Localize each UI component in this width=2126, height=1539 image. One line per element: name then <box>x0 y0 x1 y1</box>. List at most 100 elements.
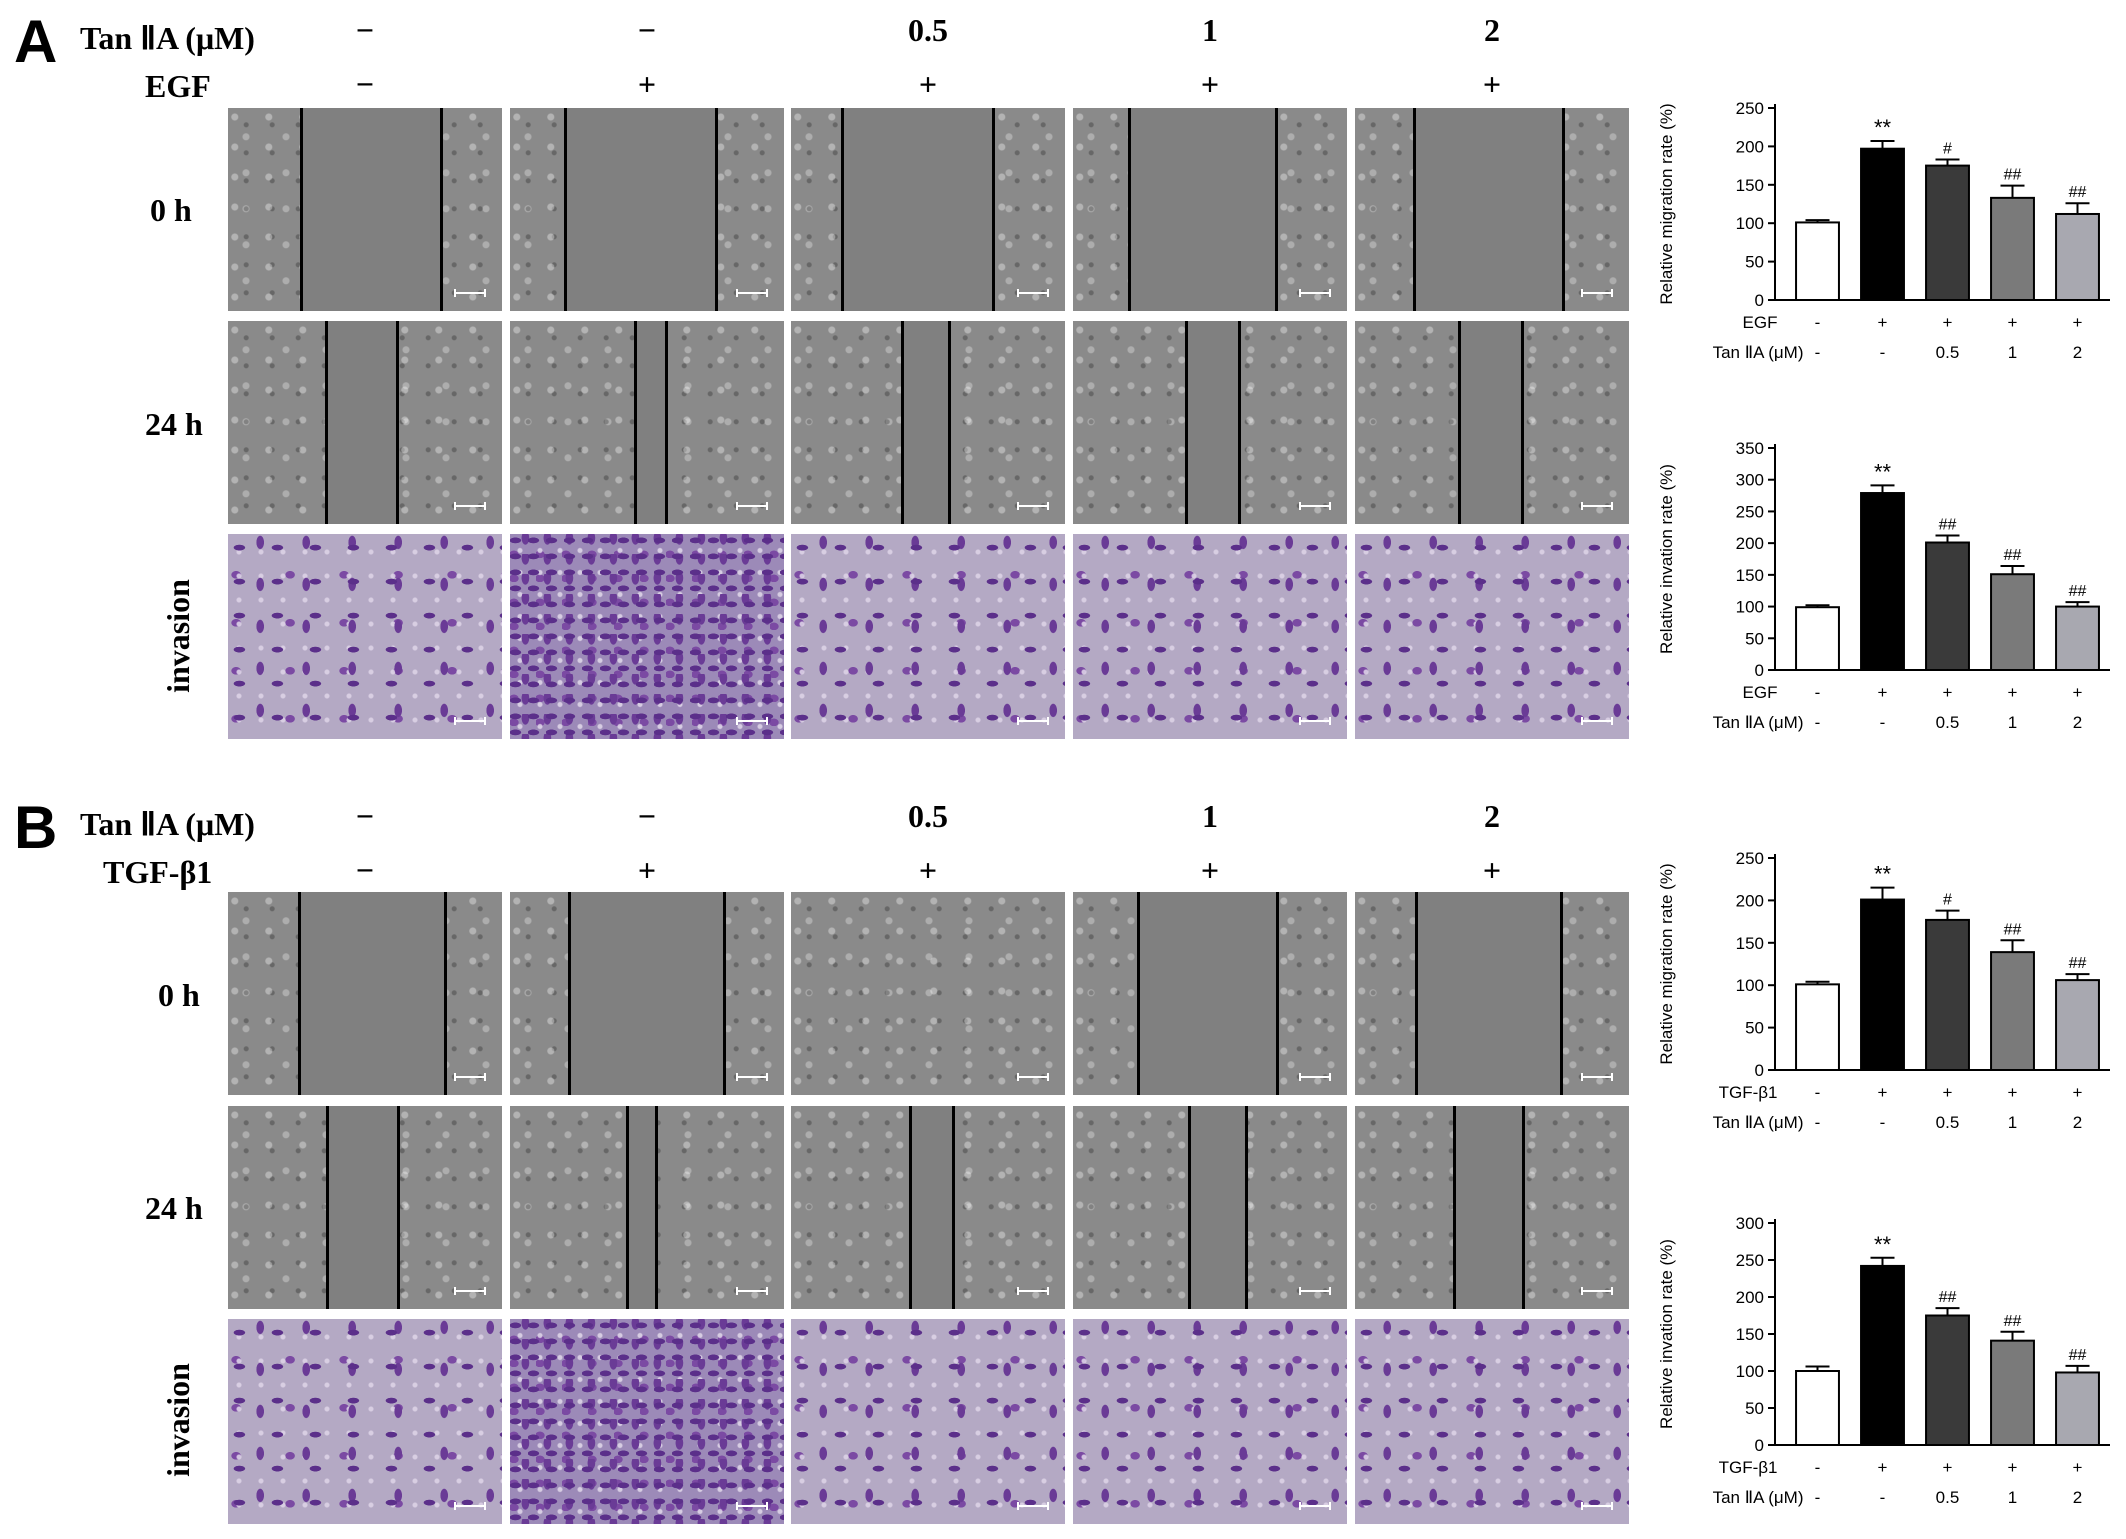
row2-value: 0.5 <box>1936 343 1960 362</box>
row2-label: Tan ⅡA (μM) <box>1713 1113 1804 1132</box>
panel-a-tan-value: 2 <box>1484 12 1500 48</box>
micrograph-a-0h-2 <box>510 108 784 311</box>
y-tick-label: 50 <box>1745 629 1764 648</box>
row2-label: Tan ⅡA (μM) <box>1713 1488 1804 1507</box>
panel-a-egf-label: EGF <box>145 68 211 104</box>
row1-value: + <box>1878 1458 1888 1477</box>
micrograph-a-24h-5 <box>1355 321 1629 524</box>
row1-value: + <box>1878 1083 1888 1102</box>
significance-label: # <box>1943 892 1952 909</box>
micrograph-a-0h-5 <box>1355 108 1629 311</box>
panel-a-row-label-invasion: invasion <box>160 579 196 693</box>
row1-value: + <box>1943 1458 1953 1477</box>
y-tick-label: 100 <box>1736 1362 1764 1381</box>
micrograph-b-24h-5 <box>1355 1106 1629 1309</box>
row1-value: + <box>2073 313 2083 332</box>
significance-label: ## <box>2004 547 2022 564</box>
panel-a-tan-value: − <box>355 12 375 48</box>
row1-value: + <box>1878 313 1888 332</box>
micrograph-b-24h-3 <box>791 1106 1065 1309</box>
panel-a-egf-value: − <box>355 66 375 102</box>
panel-b-tan-value: 0.5 <box>908 798 948 834</box>
micrograph-a-invasion-3 <box>791 534 1065 739</box>
panel-b-tgf-value: + <box>637 852 657 888</box>
bar <box>2055 212 2100 301</box>
y-tick-label: 300 <box>1736 1214 1764 1233</box>
significance-label: ** <box>1874 1232 1892 1257</box>
row2-value: - <box>1880 1488 1886 1507</box>
bar <box>1990 196 2035 301</box>
micrograph-b-invasion-4 <box>1073 1319 1347 1524</box>
panel-b-tgf-value: + <box>1200 852 1220 888</box>
bar <box>1990 1339 2035 1446</box>
y-tick-label: 250 <box>1736 1251 1764 1270</box>
row2-value: - <box>1880 1113 1886 1132</box>
panel-b-row-label-invasion: invasion <box>160 1363 196 1477</box>
chart-b-invasion: Relative invation rate (%) 0 50 100 150 200 25… <box>1657 1214 2110 1507</box>
row1-label: TGF-β1 <box>1719 1458 1778 1477</box>
y-axis-label: Relative migration rate (%) <box>1657 863 1676 1064</box>
chart-b-migration: Relative migration rate (%) 0 50 100 150 200 2… <box>1657 849 2110 1132</box>
bar <box>1860 147 1905 302</box>
row2-value: - <box>1880 343 1886 362</box>
row1-value: + <box>1878 683 1888 702</box>
row1-value: + <box>2008 1083 2018 1102</box>
panel-b-tgf-value: + <box>1482 852 1502 888</box>
panel-a-tan-value: 1 <box>1202 12 1218 48</box>
row2-value: 2 <box>2073 1488 2082 1507</box>
significance-label: ## <box>1939 1289 1957 1306</box>
row2-value: 1 <box>2008 1488 2017 1507</box>
micrograph-b-0h-3 <box>791 892 1065 1095</box>
y-tick-label: 150 <box>1736 566 1764 585</box>
significance-label: ## <box>1939 517 1957 534</box>
panel-a-letter: A <box>14 8 58 75</box>
y-tick-label: 250 <box>1736 502 1764 521</box>
panel-a-egf-value: + <box>1482 66 1502 102</box>
row2-value: 1 <box>2008 343 2017 362</box>
panel-b-tgf-value: + <box>918 852 938 888</box>
row2-label: Tan ⅡA (μM) <box>1713 343 1804 362</box>
micrograph-b-invasion-1 <box>228 1319 502 1524</box>
row1-label: EGF <box>1743 313 1778 332</box>
row2-value: - <box>1880 713 1886 732</box>
y-tick-label: 300 <box>1736 471 1764 490</box>
panel-a-tan-value: 0.5 <box>908 12 948 48</box>
row1-value: - <box>1815 1083 1821 1102</box>
panel-b-tan-value: − <box>637 798 657 834</box>
row1-value: + <box>2008 683 2018 702</box>
row2-value: 2 <box>2073 343 2082 362</box>
y-tick-label: 0 <box>1755 291 1764 310</box>
micrograph-a-24h-1 <box>228 321 502 524</box>
y-tick-label: 0 <box>1755 1436 1764 1455</box>
panel-b-row-label-0h: 0 h <box>158 977 200 1013</box>
row2-value: 1 <box>2008 713 2017 732</box>
y-tick-label: 150 <box>1736 934 1764 953</box>
micrograph-b-24h-2 <box>510 1106 784 1309</box>
micrograph-b-0h-4 <box>1073 892 1347 1095</box>
row1-value: + <box>2008 1458 2018 1477</box>
bar <box>1795 1370 1840 1446</box>
row1-value: + <box>1943 683 1953 702</box>
y-tick-label: 200 <box>1736 1288 1764 1307</box>
y-tick-label: 50 <box>1745 1399 1764 1418</box>
y-tick-label: 100 <box>1736 976 1764 995</box>
panel-a-tan-label: Tan ⅡA (μM) <box>80 20 255 56</box>
row2-value: - <box>1815 1113 1821 1132</box>
y-tick-label: 0 <box>1755 661 1764 680</box>
significance-label: ## <box>2004 1313 2022 1330</box>
significance-label: ## <box>2069 955 2087 972</box>
y-tick-label: 350 <box>1736 439 1764 458</box>
y-axis-label: Relative invation rate (%) <box>1657 464 1676 654</box>
y-axis-label: Relative invation rate (%) <box>1657 1239 1676 1429</box>
micrograph-a-invasion-2 <box>510 534 784 739</box>
panel-a-egf-value: + <box>637 66 657 102</box>
row2-label: Tan ⅡA (μM) <box>1713 713 1804 732</box>
row2-value: - <box>1815 1488 1821 1507</box>
panel-a-egf-value: + <box>918 66 938 102</box>
y-tick-label: 200 <box>1736 534 1764 553</box>
panel-b-tan-value: 2 <box>1484 798 1500 834</box>
y-tick-label: 200 <box>1736 137 1764 156</box>
micrograph-b-24h-1 <box>228 1106 502 1309</box>
row2-value: 2 <box>2073 713 2082 732</box>
significance-label: ## <box>2004 921 2022 938</box>
